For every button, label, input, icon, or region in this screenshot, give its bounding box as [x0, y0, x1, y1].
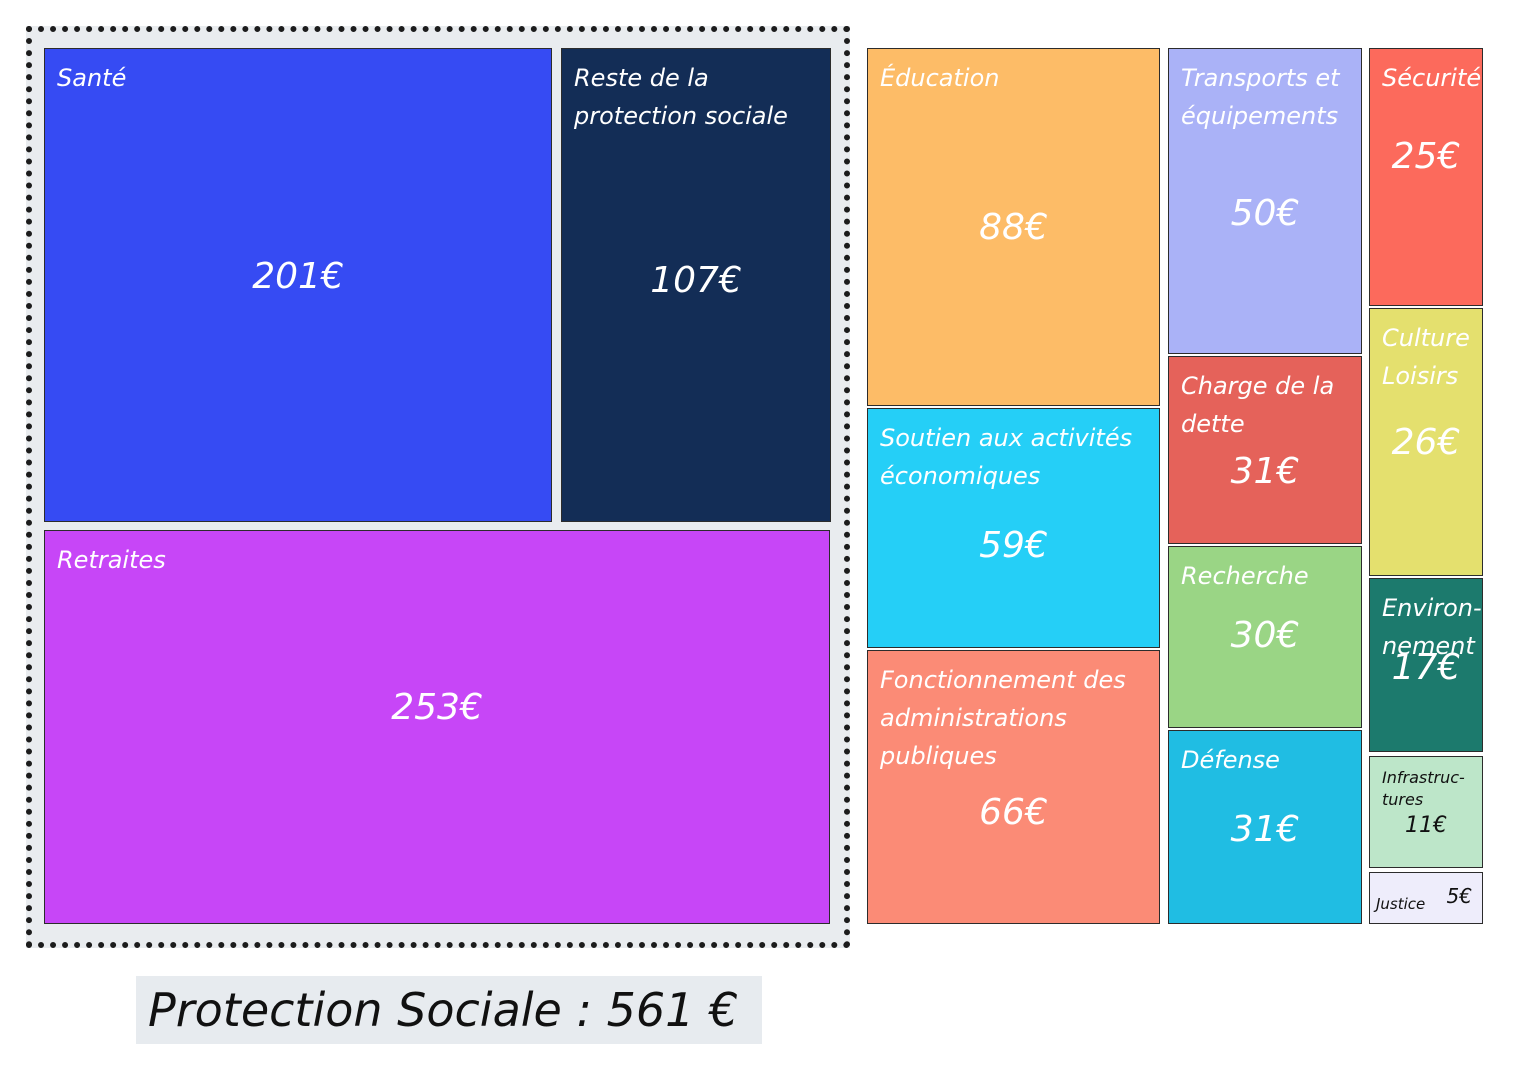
- tile-education: Éducation 88€: [867, 48, 1160, 406]
- tile-retraites: Retraites 253€: [44, 530, 830, 924]
- tile-value-dette: 31€: [1230, 450, 1300, 492]
- tile-label-justice: Justice: [1376, 895, 1426, 913]
- tile-label-infrastructures: Infrastruc- tures: [1382, 768, 1465, 809]
- tile-label-reste: Reste de la protection sociale: [574, 64, 788, 130]
- tile-recherche: Recherche 30€: [1168, 546, 1362, 728]
- tile-value-defense: 31€: [1230, 808, 1300, 850]
- tile-value-sante: 201€: [252, 255, 344, 297]
- tile-label-retraites: Retraites: [57, 546, 166, 574]
- tile-defense: Défense 31€: [1168, 730, 1362, 924]
- tile-label-sante: Santé: [57, 64, 127, 92]
- tile-value-culture: 26€: [1391, 422, 1461, 463]
- tile-value-soutien: 59€: [979, 524, 1048, 566]
- tile-value-transports: 50€: [1230, 193, 1300, 235]
- tile-label-soutien: Soutien aux activités économiques: [880, 424, 1133, 490]
- tile-value-environnement: 17€: [1391, 646, 1461, 688]
- tile-label-fonctionnement: Fonctionnement des administrations publi…: [880, 666, 1126, 770]
- tile-label-education: Éducation: [880, 64, 1000, 92]
- tile-label-recherche: Recherche: [1181, 562, 1309, 590]
- tile-infrastructures: Infrastruc- tures 11€: [1369, 756, 1483, 868]
- tile-value-education: 88€: [979, 207, 1048, 248]
- tile-dette: Charge de la dette 31€: [1168, 356, 1362, 544]
- tile-value-retraites: 253€: [391, 687, 483, 729]
- tile-reste: Reste de la protection sociale 107€: [561, 48, 831, 522]
- tile-label-securite: Sécurité: [1382, 64, 1482, 92]
- tile-value-reste: 107€: [650, 260, 742, 302]
- tile-soutien: Soutien aux activités économiques 59€: [867, 408, 1160, 648]
- tile-value-recherche: 30€: [1230, 615, 1300, 657]
- tile-sante: Santé 201€: [44, 48, 552, 522]
- tile-justice: Justice 5€: [1369, 872, 1483, 924]
- tile-value-fonctionnement: 66€: [979, 791, 1048, 833]
- tile-value-securite: 25€: [1391, 136, 1461, 178]
- tile-value-justice: 5€: [1446, 884, 1472, 908]
- tile-label-environnement: Environ- nement: [1382, 594, 1482, 660]
- tile-label-dette: Charge de la dette: [1181, 372, 1335, 438]
- tile-fonctionnement: Fonctionnement des administrations publi…: [867, 650, 1160, 924]
- tile-securite: Sécurité 25€: [1369, 48, 1483, 306]
- protection-sociale-total-label: Protection Sociale : 561 €: [136, 976, 762, 1044]
- tile-label-transports: Transports et équipements: [1181, 64, 1340, 130]
- tile-environnement: Environ- nement 17€: [1369, 578, 1483, 752]
- tile-value-infrastructures: 11€: [1405, 813, 1447, 839]
- tile-culture: Culture Loisirs 26€: [1369, 308, 1483, 576]
- tile-label-culture: Culture Loisirs: [1382, 324, 1470, 390]
- tile-transports: Transports et équipements 50€: [1168, 48, 1362, 354]
- tile-label-defense: Défense: [1181, 746, 1280, 774]
